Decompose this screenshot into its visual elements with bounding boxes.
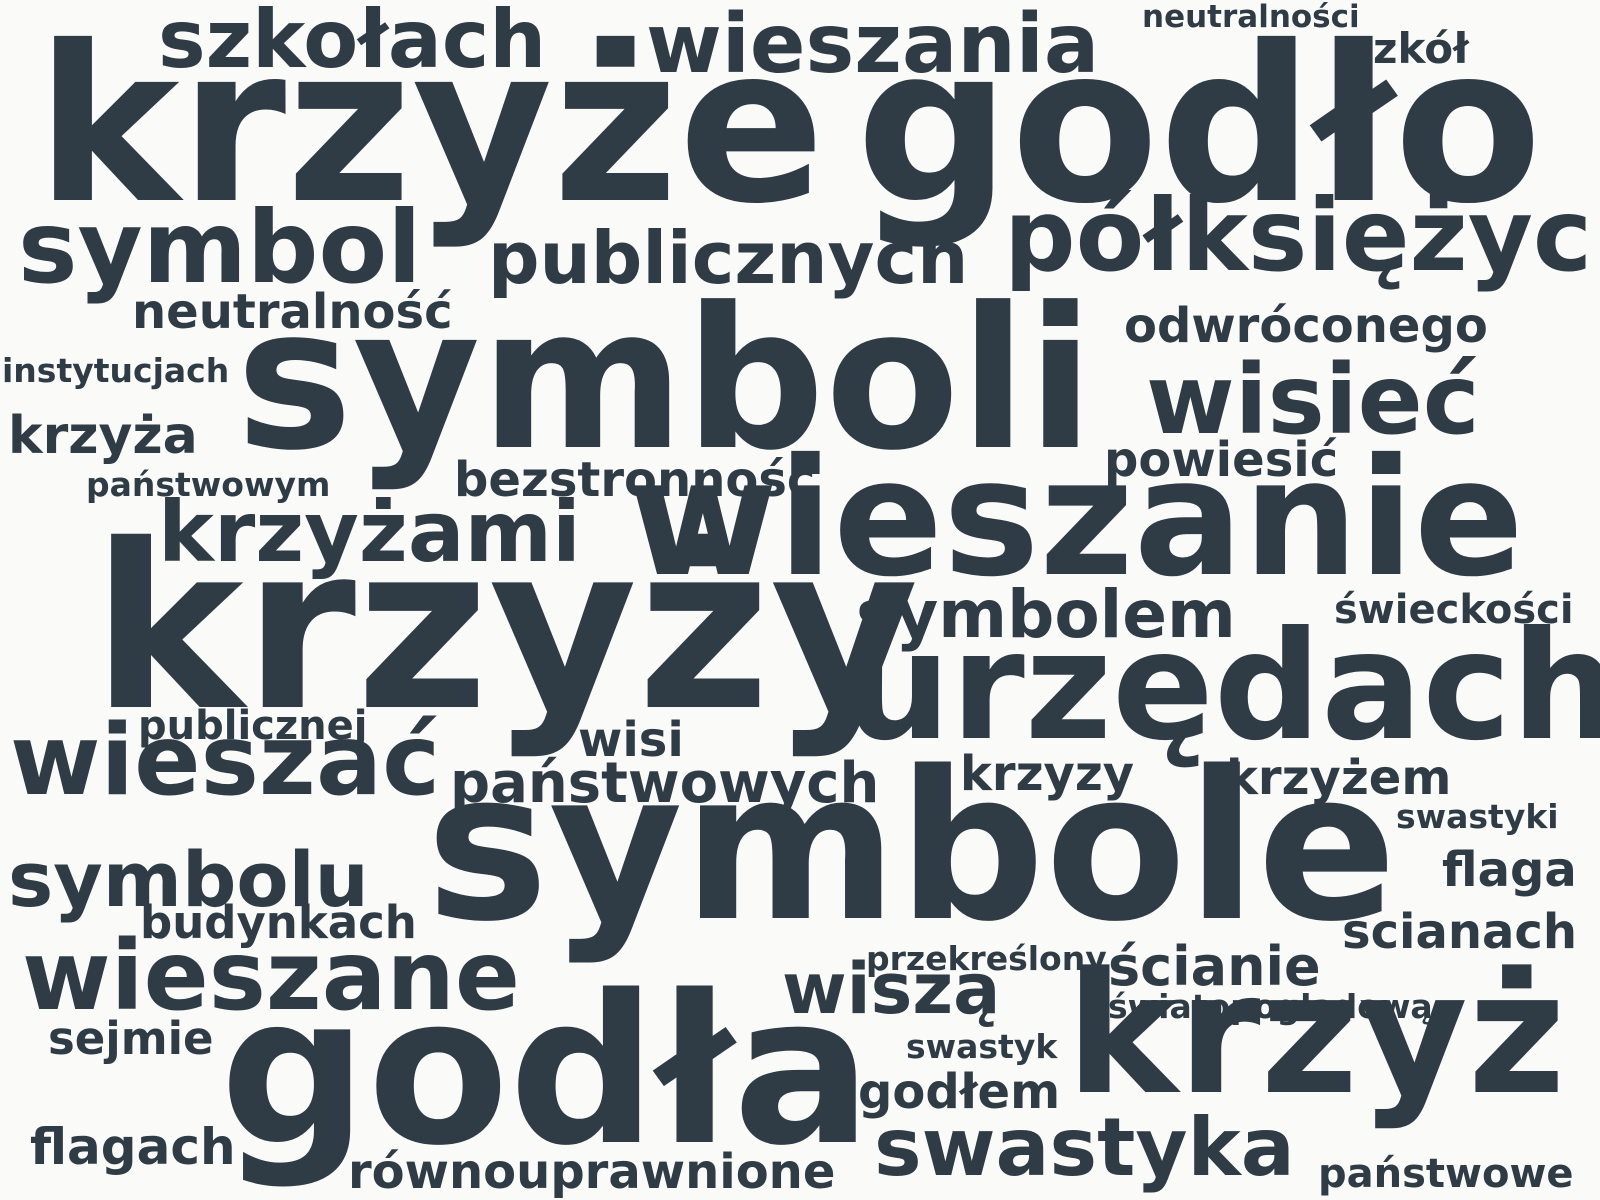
word-scianach: ścianach (1342, 904, 1578, 960)
word-powiesic: powiesić (1104, 432, 1339, 488)
word-wieszane: wieszane (22, 920, 520, 1032)
word-krzyza: krzyża (8, 406, 198, 466)
word-swastyki: swastyki (1396, 797, 1559, 836)
word-rownouprawnione: równouprawnione (348, 1144, 836, 1200)
word-wieszanie: wieszanie (628, 425, 1524, 613)
word-neutralnosci: neutralności (1142, 0, 1360, 35)
word-flaga: flaga (1442, 842, 1577, 898)
word-instytucjach: instytucjach (2, 351, 230, 390)
word-swastyk: swastyk (906, 1027, 1058, 1066)
word-publicznej: publicznej (138, 703, 368, 749)
word-symbolu: symbolu (8, 835, 369, 924)
word-odwroconego: odwróconego (1124, 298, 1488, 354)
word-godlem: godłem (858, 1064, 1061, 1120)
word-swieckosci: świeckości (1334, 587, 1574, 633)
word-symbol: symbol (18, 189, 422, 306)
word-wisi: wisi (578, 712, 684, 768)
word-wisza: wiszą (782, 948, 1001, 1030)
word-symbolem: symbolem (856, 576, 1236, 653)
word-flagach: flagach (30, 1118, 236, 1176)
word-sejmie: sejmie (48, 1012, 214, 1065)
word-urzedach: urzędach (844, 600, 1600, 774)
word-polksiezyc: półksiężyc (1004, 177, 1593, 294)
word-panstwowym: państwowym (86, 465, 331, 504)
word-bezstronnosc: bezstronność (454, 452, 816, 508)
word-przekreslony: przekreślony (866, 939, 1107, 978)
word-wisiec: wisieć (1146, 344, 1480, 456)
word-panstwowych: państwowych (450, 751, 880, 816)
word-szkol: szkół (1348, 24, 1469, 73)
word-swastyka: swastyka (874, 1101, 1295, 1194)
word-krzyzem: krzyżem (1226, 750, 1452, 806)
word-symbole: symbole (426, 727, 1397, 967)
word-symboli: symboli (236, 266, 1094, 494)
word-krzyze: krzyże (36, 0, 825, 251)
word-panstwowe: państwowe (1318, 1151, 1574, 1197)
word-budynkach: budynkach (140, 896, 417, 949)
word-krzyzy-2: krzyzy (960, 746, 1135, 802)
word-swiatopogladowa: światopoglądową (1108, 987, 1433, 1026)
word-szkolach: szkołach (158, 0, 547, 86)
word-krzyz: krzyż (1066, 936, 1566, 1132)
word-wieszania: wieszania (646, 0, 1100, 92)
word-neutralnosc: neutralność (132, 284, 453, 340)
word-godlo: godło (856, 0, 1543, 251)
word-wieszac: wieszać (10, 704, 441, 818)
word-krzyzy: krzyży (92, 495, 919, 761)
word-scianie: ścianie (1108, 935, 1321, 998)
word-krzyzami: krzyżami (158, 483, 581, 581)
word-godla: godła (220, 951, 872, 1191)
word-publicznych: publicznych (488, 216, 969, 300)
